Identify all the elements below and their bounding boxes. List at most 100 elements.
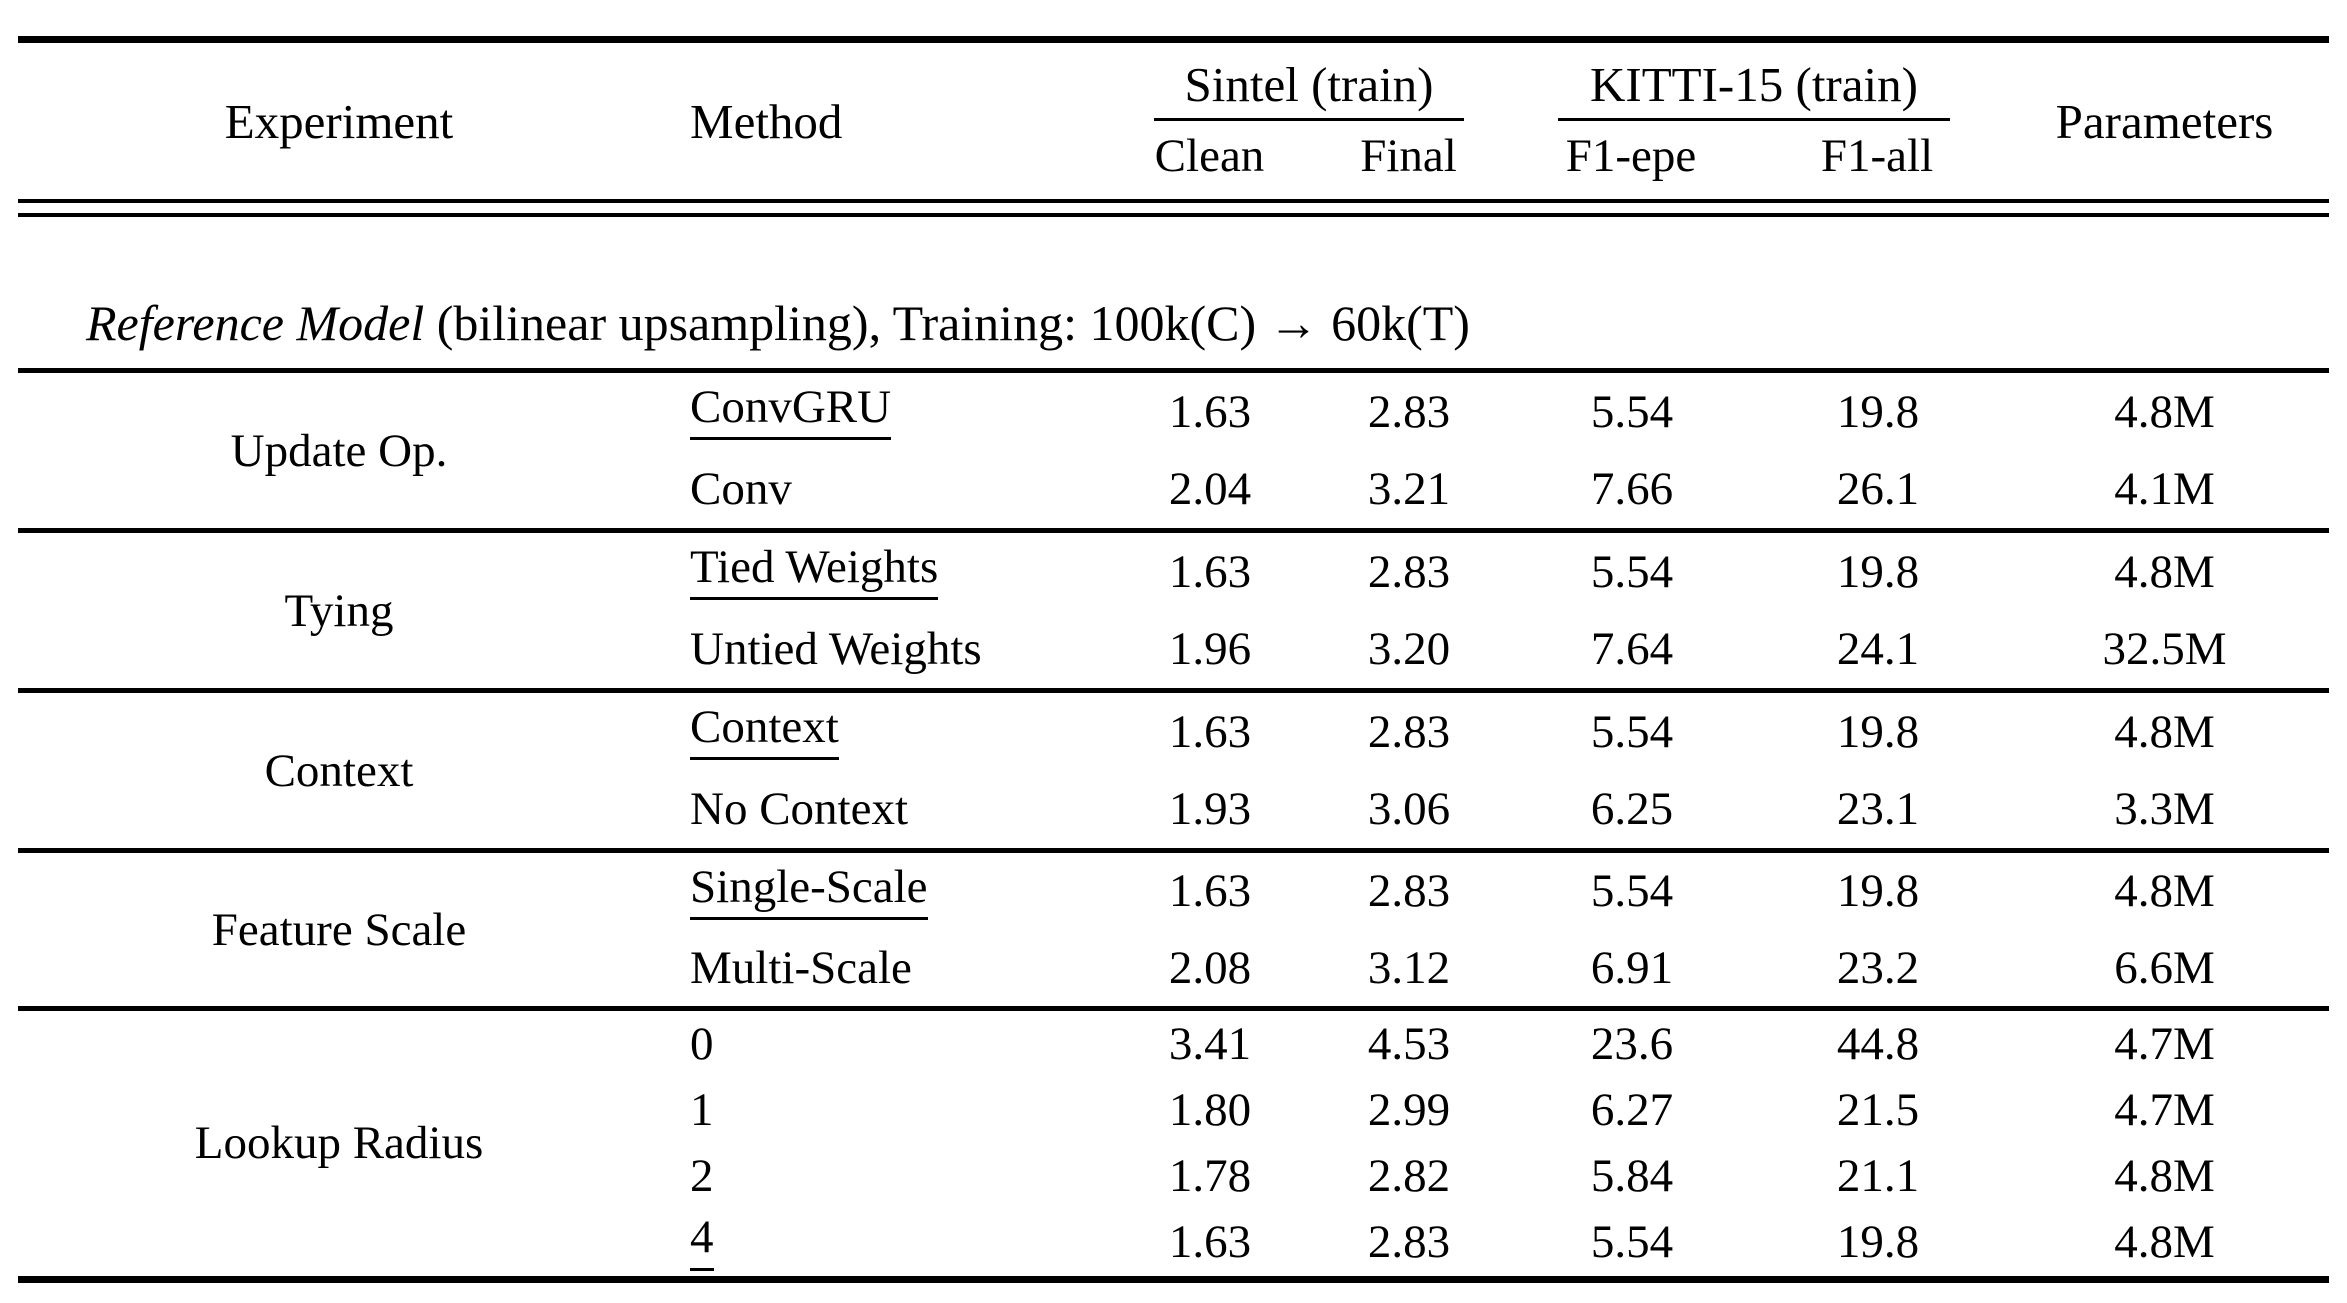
metric-value: 21.5 (1836, 1084, 1920, 1136)
metric-value: 3.3M (2114, 783, 2215, 836)
metric-value: 6.6M (2114, 941, 2215, 994)
metric-value: 3.20 (1367, 623, 1451, 676)
metric-value: 21.1 (1836, 1150, 1920, 1202)
table-rule-header-double-2 (18, 213, 2329, 217)
metric-value: 6.91 (1590, 941, 1674, 994)
experiment-label: Context (264, 744, 414, 797)
metric-value: 44.8 (1836, 1018, 1920, 1070)
method-label: Multi-Scale (690, 941, 912, 994)
method-label: No Context (690, 783, 909, 836)
metric-value: 6.27 (1590, 1084, 1674, 1136)
metric-value: 6.25 (1590, 783, 1674, 836)
metric-value: 1.63 (1168, 545, 1252, 598)
metric-value: 4.8M (2114, 1216, 2215, 1268)
metric-value: 4.7M (2114, 1084, 2215, 1136)
header-clean: Clean (1154, 130, 1265, 183)
header-group-sintel: Sintel (train) Clean Final (1110, 43, 1508, 199)
header-f1-all: F1-all (1820, 130, 1934, 183)
metric-value: 4.8M (2114, 1150, 2215, 1202)
metric-value: 5.54 (1590, 385, 1674, 438)
section-tying: Tying Tied Weights 1.63 2.83 5.54 19.8 4… (18, 533, 2329, 688)
header-f1-epe: F1-epe (1565, 130, 1697, 183)
header-method: Method (690, 93, 843, 149)
header-final: Final (1360, 130, 1457, 183)
header-sintel-train: Sintel (train) (1184, 56, 1434, 112)
metric-value: 23.2 (1836, 941, 1920, 994)
metric-value: 2.83 (1367, 705, 1451, 758)
sintel-cmidrule (1154, 118, 1464, 122)
metric-value: 1.80 (1168, 1084, 1252, 1136)
metric-value: 3.41 (1168, 1018, 1252, 1070)
metric-value: 32.5M (2102, 623, 2227, 676)
metric-value: 7.66 (1590, 463, 1674, 516)
experiment-label: Tying (284, 584, 394, 637)
section-feature-scale: Feature Scale Single-Scale 1.63 2.83 5.5… (18, 853, 2329, 1006)
metric-value: 4.7M (2114, 1018, 2215, 1070)
metric-value: 26.1 (1836, 463, 1920, 516)
metric-value: 19.8 (1836, 1216, 1920, 1268)
method-label: 1 (690, 1084, 714, 1136)
metric-value: 1.96 (1168, 623, 1252, 676)
metric-value: 1.63 (1168, 385, 1252, 438)
metric-value: 1.78 (1168, 1150, 1252, 1202)
metric-value: 5.54 (1590, 545, 1674, 598)
metric-value: 19.8 (1836, 545, 1920, 598)
method-label: 4 (660, 1209, 1110, 1275)
metric-value: 2.08 (1168, 941, 1252, 994)
metric-value: 4.8M (2114, 705, 2215, 758)
metric-value: 4.8M (2114, 385, 2215, 438)
metric-value: 2.82 (1367, 1150, 1451, 1202)
method-label: 2 (690, 1150, 714, 1202)
method-label: Tied Weights (660, 533, 1110, 611)
header-kitti-train: KITTI-15 (train) (1590, 56, 1918, 112)
method-label: 0 (690, 1018, 714, 1070)
metric-value: 23.1 (1836, 783, 1920, 836)
metric-value: 2.83 (1367, 865, 1451, 918)
reference-model-details: (bilinear upsampling), Training: 100k(C)… (424, 295, 1470, 351)
method-label: ConvGRU (660, 373, 1110, 451)
header-parameters: Parameters (2055, 93, 2274, 149)
table-rule-after-feature-scale (18, 1006, 2329, 1011)
metric-value: 1.63 (1168, 705, 1252, 758)
method-label: Untied Weights (690, 623, 982, 676)
metric-value: 4.1M (2114, 463, 2215, 516)
section-lookup-radius: Lookup Radius 0 3.41 4.53 23.6 44.8 4.7M… (18, 1011, 2329, 1275)
section-context: Context Context 1.63 2.83 5.54 19.8 4.8M… (18, 693, 2329, 848)
method-label: Context (660, 693, 1110, 771)
metric-value: 2.99 (1367, 1084, 1451, 1136)
metric-value: 2.83 (1367, 1216, 1451, 1268)
metric-value: 1.93 (1168, 783, 1252, 836)
metric-value: 5.54 (1590, 865, 1674, 918)
section-update-op: Update Op. ConvGRU 1.63 2.83 5.54 19.8 4… (18, 373, 2329, 528)
header-group-kitti: KITTI-15 (train) F1-epe F1-all (1508, 43, 2000, 199)
kitti-cmidrule (1558, 118, 1950, 122)
header-experiment: Experiment (224, 93, 454, 149)
experiment-label: Update Op. (230, 424, 448, 477)
metric-value: 5.84 (1590, 1150, 1674, 1202)
table-rule-header-double-1 (18, 199, 2329, 203)
table-rule-after-reference (18, 368, 2329, 373)
metric-value: 3.12 (1367, 941, 1451, 994)
metric-value: 4.8M (2114, 545, 2215, 598)
experiment-label: Feature Scale (211, 903, 467, 956)
method-label: Single-Scale (660, 853, 1110, 930)
metric-value: 3.21 (1367, 463, 1451, 516)
table-rule-after-context (18, 848, 2329, 853)
method-label: Conv (690, 463, 792, 516)
metric-value: 7.64 (1590, 623, 1674, 676)
experiment-label: Lookup Radius (194, 1117, 484, 1169)
table-rule-after-tying (18, 688, 2329, 693)
metric-value: 3.06 (1367, 783, 1451, 836)
table-header: Experiment Method Sintel (train) Clean F… (18, 43, 2329, 199)
metric-value: 19.8 (1836, 705, 1920, 758)
metric-value: 4.53 (1367, 1018, 1451, 1070)
metric-value: 2.83 (1367, 385, 1451, 438)
metric-value: 1.63 (1168, 865, 1252, 918)
table-rule-bottom (18, 1276, 2329, 1283)
metric-value: 19.8 (1836, 865, 1920, 918)
metric-value: 1.63 (1168, 1216, 1252, 1268)
metric-value: 23.6 (1590, 1018, 1674, 1070)
reference-model-label: Reference Model (86, 295, 425, 351)
metric-value: 24.1 (1836, 623, 1920, 676)
